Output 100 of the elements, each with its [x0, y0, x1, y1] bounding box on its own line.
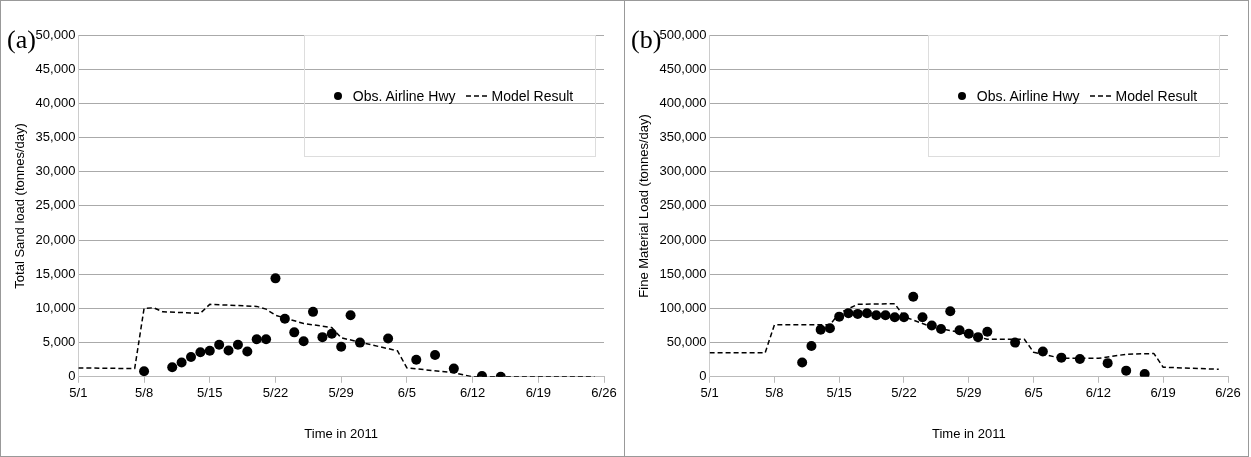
- x-tick-label: 5/29: [328, 385, 354, 401]
- point: [1102, 358, 1113, 369]
- y-tick-label: 30,000: [35, 163, 76, 179]
- point: [889, 312, 900, 323]
- y-tick-label: 50,000: [35, 26, 76, 42]
- y-tick-label: 150,000: [659, 265, 707, 281]
- point: [861, 308, 872, 319]
- point: [430, 349, 441, 360]
- x-tick-label: 5/22: [891, 385, 917, 401]
- y-tick-label: 100,000: [659, 300, 707, 316]
- point: [1139, 369, 1150, 377]
- point: [1074, 354, 1085, 365]
- point: [298, 336, 309, 347]
- y-tick-label: 35,000: [35, 129, 76, 145]
- point: [843, 308, 854, 319]
- y-tick-label: 0: [699, 368, 707, 384]
- point: [317, 332, 328, 343]
- line-series: [709, 302, 1220, 371]
- point: [195, 347, 206, 358]
- point: [345, 310, 356, 321]
- y-tick-label: 40,000: [35, 94, 76, 110]
- point: [899, 312, 909, 323]
- x-tick-label: 5/8: [765, 385, 784, 401]
- point: [936, 323, 947, 334]
- y-axis-title: Total Sand load (tonnes/day): [12, 123, 28, 289]
- point: [176, 357, 187, 368]
- y-tick-label: 300,000: [659, 163, 707, 179]
- point: [308, 306, 319, 317]
- chart-title: (b): [631, 25, 662, 55]
- point: [954, 325, 965, 336]
- y-tick-label: 10,000: [35, 300, 76, 316]
- x-axis-title: Time in 2011: [931, 425, 1006, 441]
- point: [815, 324, 826, 335]
- point: [982, 326, 993, 337]
- point: [289, 327, 300, 338]
- x-tick-label: 5/29: [956, 385, 982, 401]
- point: [214, 339, 225, 350]
- point: [945, 306, 956, 317]
- point: [871, 310, 882, 321]
- y-tick-label: 0: [68, 368, 76, 384]
- point: [261, 334, 272, 345]
- point: [880, 310, 891, 321]
- point: [411, 354, 422, 365]
- y-tick-label: 200,000: [659, 231, 707, 247]
- point: [926, 320, 937, 331]
- legend-label: Obs. Airline Hwy: [352, 88, 456, 104]
- x-tick-label: 5/15: [826, 385, 852, 401]
- point: [824, 323, 835, 334]
- x-axis-title: Time in 2011: [304, 425, 379, 441]
- chart-title: (a): [7, 25, 36, 55]
- x-tick-label: 6/19: [1150, 385, 1176, 401]
- y-tick-label: 25,000: [35, 197, 76, 213]
- point: [806, 341, 817, 352]
- y-tick-label: 350,000: [659, 129, 707, 145]
- x-tick-label: 5/15: [197, 385, 223, 401]
- x-tick-label: 6/12: [459, 385, 486, 401]
- legend-label: Obs. Airline Hwy: [976, 88, 1080, 104]
- x-tick-label: 5/1: [69, 385, 88, 401]
- x-tick-label: 6/5: [397, 385, 416, 401]
- point: [279, 313, 290, 324]
- point: [448, 363, 459, 374]
- point: [834, 311, 845, 322]
- x-tick-label: 5/8: [135, 385, 154, 401]
- point: [232, 339, 243, 350]
- y-tick-label: 50,000: [666, 334, 707, 350]
- point: [242, 346, 253, 357]
- point: [336, 341, 347, 352]
- y-tick-label: 400,000: [659, 94, 707, 110]
- y-tick-label: 5,000: [42, 334, 76, 350]
- point: [797, 357, 808, 368]
- point: [186, 351, 196, 362]
- point: [852, 308, 863, 319]
- x-tick-label: 6/19: [525, 385, 551, 401]
- y-tick-label: 20,000: [35, 231, 76, 247]
- point: [1010, 337, 1021, 348]
- x-tick-label: 6/5: [1024, 385, 1043, 401]
- x-tick-label: 5/1: [700, 385, 719, 401]
- x-tick-label: 5/22: [262, 385, 289, 401]
- y-tick-label: 250,000: [659, 197, 707, 213]
- point: [167, 362, 178, 373]
- point: [383, 333, 394, 344]
- point: [1037, 346, 1048, 357]
- x-tick-label: 6/26: [1215, 385, 1241, 401]
- point: [917, 312, 928, 323]
- point: [1056, 352, 1067, 363]
- legend-label: Model Result: [491, 88, 574, 104]
- y-axis-title: Fine Material Load (tonnes/day): [636, 114, 652, 298]
- point: [251, 334, 262, 345]
- y-tick-label: 450,000: [659, 60, 707, 76]
- x-tick-label: 6/26: [591, 385, 617, 401]
- x-tick-label: 6/12: [1085, 385, 1112, 401]
- point: [354, 337, 365, 348]
- point: [1121, 365, 1132, 376]
- y-tick-label: 15,000: [35, 265, 76, 281]
- point: [963, 328, 974, 339]
- point: [908, 291, 919, 302]
- y-tick-label: 45,000: [35, 60, 76, 76]
- legend-label: Model Result: [1115, 88, 1198, 104]
- point: [973, 332, 984, 343]
- point: [139, 366, 150, 377]
